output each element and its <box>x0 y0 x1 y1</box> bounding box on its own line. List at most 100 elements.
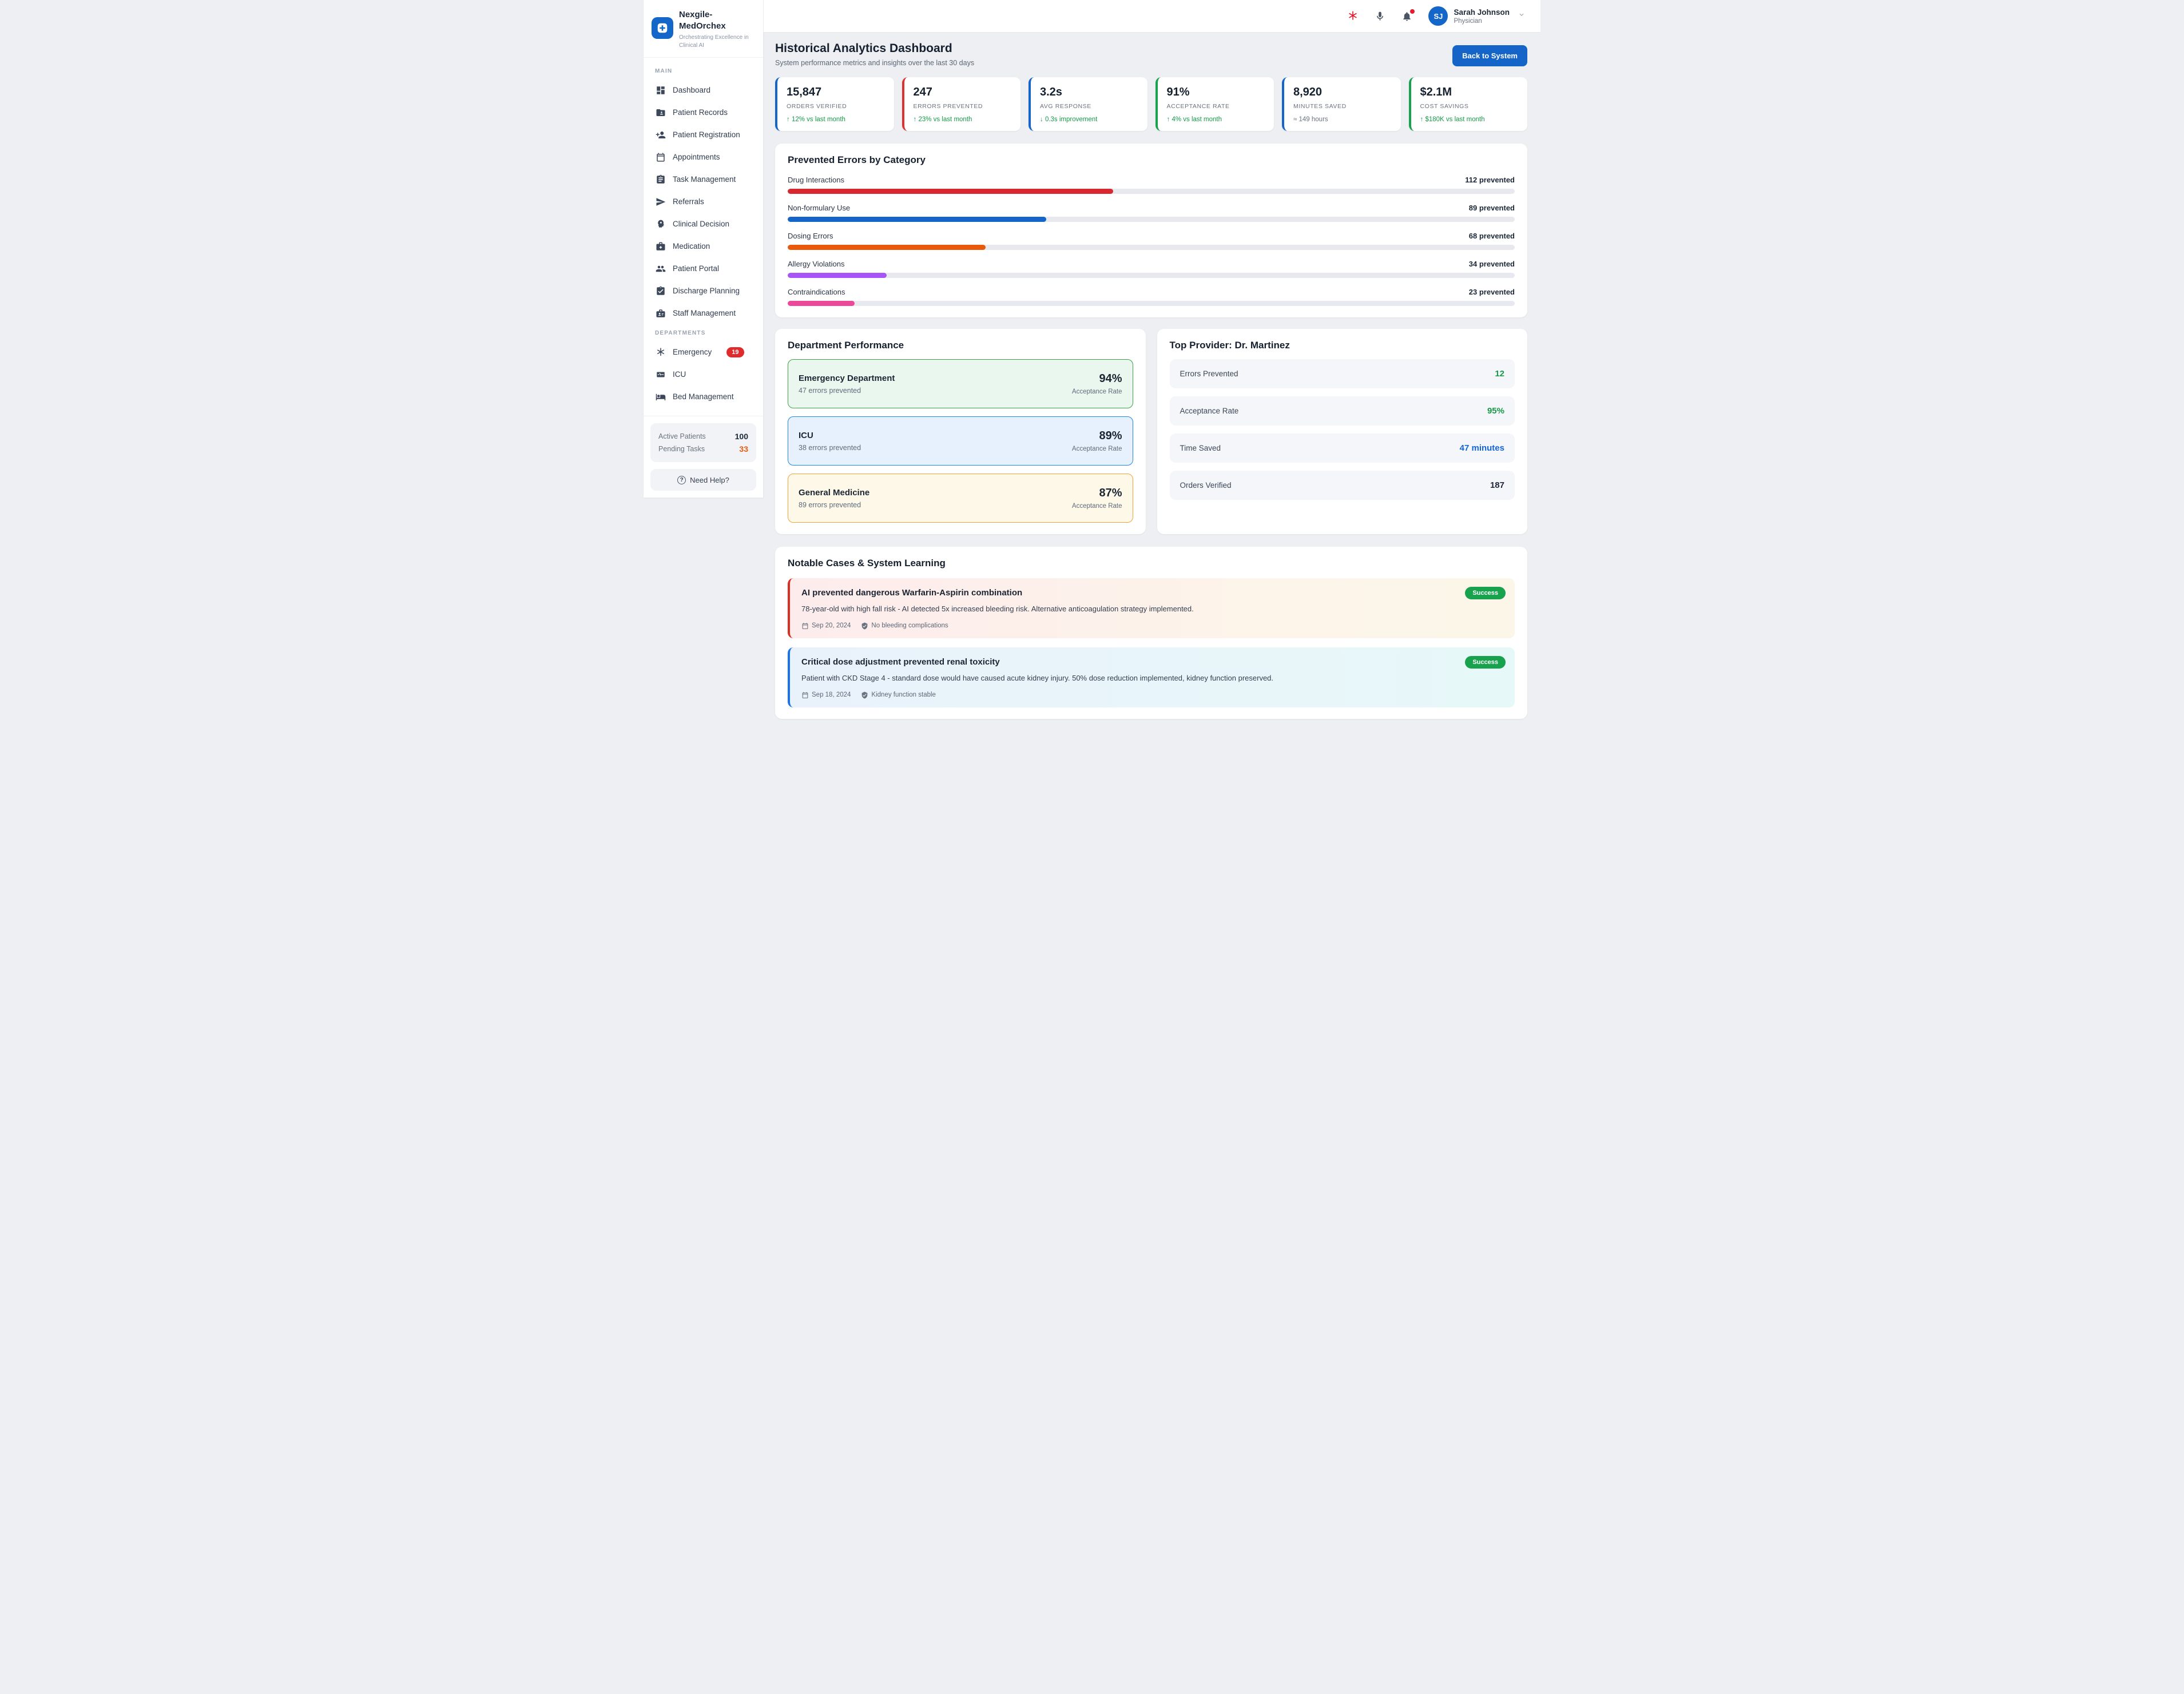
dept-emergency: Emergency Department 47 errors prevented… <box>788 359 1133 408</box>
dashboard-icon <box>655 85 666 96</box>
content: Historical Analytics Dashboard System pe… <box>764 33 1540 734</box>
emergency-asterisk-icon[interactable] <box>1347 10 1359 22</box>
head-gear-icon <box>655 218 666 229</box>
clipboard-icon <box>655 174 666 185</box>
sidebar-item-medication[interactable]: Medication <box>650 235 756 257</box>
topbar: SJ Sarah Johnson Physician <box>764 0 1540 33</box>
case-warfarin-aspirin: AI prevented dangerous Warfarin-Aspirin … <box>788 578 1515 638</box>
bell-icon[interactable] <box>1401 11 1412 22</box>
status-badge: Success <box>1465 656 1506 669</box>
folder-user-icon <box>655 107 666 118</box>
case-renal-toxicity: Critical dose adjustment prevented renal… <box>788 647 1515 707</box>
error-category-row: Dosing Errors68 prevented <box>788 232 1515 250</box>
top-provider-card: Top Provider: Dr. Martinez Errors Preven… <box>1157 329 1528 534</box>
sidebar-item-icu[interactable]: ICU <box>650 363 756 385</box>
app-root: Nexgile-MedOrchex Orchestrating Excellen… <box>644 0 1540 734</box>
dept-icu: ICU 38 errors prevented 89% Acceptance R… <box>788 416 1133 466</box>
back-to-system-button[interactable]: Back to System <box>1452 45 1527 66</box>
brand-logo-icon <box>652 17 673 39</box>
kpi-errors-prevented: 247 ERRORS PREVENTED ↑ 23% vs last month <box>902 77 1021 131</box>
case-outcome: Kidney function stable <box>871 691 936 698</box>
sidebar-item-staff-management[interactable]: Staff Management <box>650 302 756 324</box>
sidebar-item-dashboard[interactable]: Dashboard <box>650 79 756 101</box>
send-icon <box>655 196 666 207</box>
brand-tagline: Orchestrating Excellence in Clinical AI <box>679 34 755 49</box>
sidebar-item-referrals[interactable]: Referrals <box>650 190 756 213</box>
prevented-errors-card: Prevented Errors by Category Drug Intera… <box>775 144 1527 317</box>
sidebar-item-appointments[interactable]: Appointments <box>650 146 756 168</box>
calendar-icon <box>801 622 809 630</box>
notable-cases-card: Notable Cases & System Learning AI preve… <box>775 547 1527 719</box>
sidebar-item-emergency[interactable]: Emergency 19 <box>650 341 756 363</box>
sidebar-item-clinical-decision[interactable]: Clinical Decision <box>650 213 756 235</box>
kpi-avg-response: 3.2s AVG RESPONSE ↓ 0.3s improvement <box>1029 77 1147 131</box>
avatar: SJ <box>1428 6 1448 26</box>
sidebar-stats: Active Patients 100 Pending Tasks 33 <box>650 423 756 462</box>
sidebar-item-patient-registration[interactable]: Patient Registration <box>650 124 756 146</box>
clipboard-check-icon <box>655 285 666 296</box>
error-category-row: Drug Interactions112 prevented <box>788 176 1515 194</box>
kpi-row: 15,847 ORDERS VERIFIED ↑ 12% vs last mon… <box>775 77 1527 131</box>
sidebar-item-bed-management[interactable]: Bed Management <box>650 385 756 408</box>
error-category-row: Non-formulary Use89 prevented <box>788 204 1515 222</box>
bed-icon <box>655 391 666 402</box>
bar-non-formulary <box>788 217 1046 222</box>
section-label-departments: DEPARTMENTS <box>655 330 752 336</box>
case-outcome: No bleeding complications <box>871 622 948 629</box>
help-icon: ? <box>677 476 686 484</box>
main-area: SJ Sarah Johnson Physician Historical An… <box>764 0 1540 734</box>
pending-tasks-row: Pending Tasks 33 <box>658 443 748 455</box>
kpi-orders-verified: 15,847 ORDERS VERIFIED ↑ 12% vs last mon… <box>775 77 894 131</box>
section-label-main: MAIN <box>655 68 752 74</box>
provider-row-errors-prevented: Errors Prevented 12 <box>1170 359 1515 388</box>
bar-contraindications <box>788 301 855 306</box>
chevron-down-icon <box>1518 11 1526 22</box>
person-add-icon <box>655 129 666 140</box>
sidebar-nav: MAIN Dashboard Patient Records Patient R… <box>644 57 763 410</box>
kpi-cost-savings: $2.1M COST SAVINGS ↑ $180K vs last month <box>1409 77 1528 131</box>
notification-dot <box>1410 9 1415 14</box>
active-patients-row: Active Patients 100 <box>658 430 748 443</box>
user-menu[interactable]: SJ Sarah Johnson Physician <box>1428 6 1526 26</box>
shield-check-icon <box>861 691 868 699</box>
provider-row-time-saved: Time Saved 47 minutes <box>1170 434 1515 463</box>
id-badge-icon <box>655 308 666 319</box>
emergency-count-badge: 19 <box>726 347 744 357</box>
case-date: Sep 18, 2024 <box>812 691 851 698</box>
sidebar-item-task-management[interactable]: Task Management <box>650 168 756 190</box>
bar-drug-interactions <box>788 189 1113 194</box>
mic-icon[interactable] <box>1375 11 1385 22</box>
user-role: Physician <box>1454 18 1510 25</box>
calendar-icon <box>655 152 666 162</box>
active-patients-value: 100 <box>735 432 748 441</box>
dept-general-medicine: General Medicine 89 errors prevented 87%… <box>788 474 1133 523</box>
page-header: Historical Analytics Dashboard System pe… <box>775 42 1527 67</box>
sidebar: Nexgile-MedOrchex Orchestrating Excellen… <box>644 0 764 498</box>
page-subtitle: System performance metrics and insights … <box>775 59 974 67</box>
sidebar-item-patient-records[interactable]: Patient Records <box>650 101 756 124</box>
user-name: Sarah Johnson <box>1454 8 1510 17</box>
provider-row-orders-verified: Orders Verified 187 <box>1170 471 1515 500</box>
monitor-pulse-icon <box>655 369 666 380</box>
brand-name: Nexgile-MedOrchex <box>679 9 746 31</box>
errors-card-title: Prevented Errors by Category <box>788 154 1515 166</box>
sidebar-footer: Active Patients 100 Pending Tasks 33 ? N… <box>644 416 763 498</box>
status-badge: Success <box>1465 587 1506 599</box>
medical-box-icon <box>655 241 666 252</box>
error-category-row: Contraindications23 prevented <box>788 288 1515 306</box>
need-help-button[interactable]: ? Need Help? <box>650 469 756 491</box>
shield-check-icon <box>861 622 868 630</box>
kpi-minutes-saved: 8,920 MINUTES SAVED ≈ 149 hours <box>1282 77 1401 131</box>
department-performance-card: Department Performance Emergency Departm… <box>775 329 1146 534</box>
asterisk-icon <box>655 347 666 357</box>
calendar-icon <box>801 691 809 699</box>
bar-dosing-errors <box>788 245 986 250</box>
page-title: Historical Analytics Dashboard <box>775 42 974 55</box>
case-date: Sep 20, 2024 <box>812 622 851 629</box>
sidebar-item-patient-portal[interactable]: Patient Portal <box>650 257 756 280</box>
brand: Nexgile-MedOrchex Orchestrating Excellen… <box>644 0 763 57</box>
people-icon <box>655 263 666 274</box>
sidebar-item-discharge-planning[interactable]: Discharge Planning <box>650 280 756 302</box>
provider-row-acceptance-rate: Acceptance Rate 95% <box>1170 396 1515 426</box>
kpi-acceptance-rate: 91% ACCEPTANCE RATE ↑ 4% vs last month <box>1155 77 1274 131</box>
